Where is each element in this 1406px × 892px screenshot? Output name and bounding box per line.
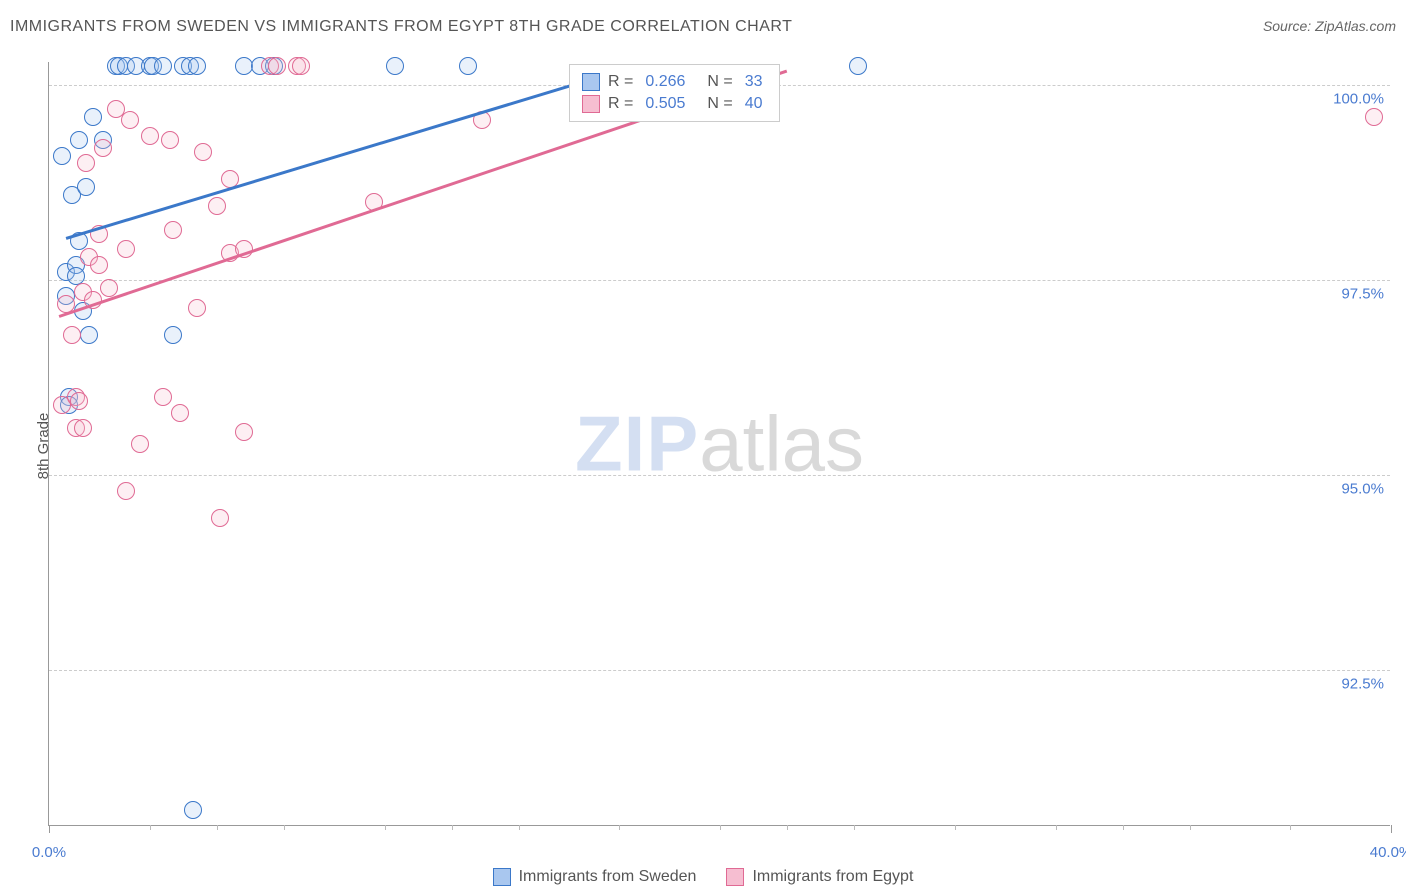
ytick-label: 92.5% <box>1341 676 1384 693</box>
data-point-sweden <box>154 57 172 75</box>
xtick-minor <box>217 825 218 830</box>
r-label: R = <box>608 73 633 91</box>
swatch-egypt <box>726 868 744 886</box>
watermark-atlas: atlas <box>699 399 864 487</box>
n-label: N = <box>707 73 732 91</box>
xtick-minor <box>1056 825 1057 830</box>
scatter-plot: ZIPatlas 92.5%95.0%97.5%100.0%0.0%40.0%R… <box>48 62 1390 826</box>
xtick-minor <box>1190 825 1191 830</box>
data-point-sweden <box>184 801 202 819</box>
r-value-egypt: 0.505 <box>641 95 689 113</box>
data-point-egypt <box>74 419 92 437</box>
data-point-egypt <box>117 240 135 258</box>
data-point-sweden <box>849 57 867 75</box>
source-attribution: Source: ZipAtlas.com <box>1263 18 1396 34</box>
data-point-egypt <box>235 423 253 441</box>
data-point-egypt <box>1365 108 1383 126</box>
xtick-minor <box>619 825 620 830</box>
data-point-sweden <box>459 57 477 75</box>
xtick-major <box>49 825 50 833</box>
xtick-minor <box>720 825 721 830</box>
n-value-sweden: 33 <box>741 73 767 91</box>
data-point-egypt <box>141 127 159 145</box>
data-point-egypt <box>161 131 179 149</box>
data-point-egypt <box>171 404 189 422</box>
data-point-egypt <box>117 482 135 500</box>
ytick-label: 95.0% <box>1341 481 1384 498</box>
gridline <box>49 670 1390 671</box>
xtick-minor <box>787 825 788 830</box>
data-point-sweden <box>84 108 102 126</box>
data-point-sweden <box>53 147 71 165</box>
xtick-label: 40.0% <box>1370 844 1406 861</box>
data-point-egypt <box>154 388 172 406</box>
data-point-egypt <box>131 435 149 453</box>
legend-item-egypt: Immigrants from Egypt <box>726 868 913 886</box>
xtick-minor <box>284 825 285 830</box>
swatch-egypt <box>582 95 600 113</box>
chart-title: IMMIGRANTS FROM SWEDEN VS IMMIGRANTS FRO… <box>10 18 792 36</box>
legend-label-egypt: Immigrants from Egypt <box>752 868 913 886</box>
xtick-minor <box>1123 825 1124 830</box>
xtick-minor <box>1290 825 1291 830</box>
stats-row-egypt: R = 0.505 N = 40 <box>582 93 767 115</box>
data-point-egypt <box>100 279 118 297</box>
legend-label-sweden: Immigrants from Sweden <box>519 868 697 886</box>
data-point-egypt <box>121 111 139 129</box>
data-point-egypt <box>94 139 112 157</box>
swatch-sweden <box>493 868 511 886</box>
swatch-sweden <box>582 73 600 91</box>
data-point-egypt <box>194 143 212 161</box>
xtick-minor <box>452 825 453 830</box>
gridline <box>49 475 1390 476</box>
data-point-egypt <box>292 57 310 75</box>
data-point-sweden <box>386 57 404 75</box>
xtick-minor <box>150 825 151 830</box>
data-point-egypt <box>268 57 286 75</box>
data-point-sweden <box>235 57 253 75</box>
title-bar: IMMIGRANTS FROM SWEDEN VS IMMIGRANTS FRO… <box>10 18 1396 36</box>
xtick-minor <box>955 825 956 830</box>
stats-legend: R = 0.266 N = 33 R = 0.505 N = 40 <box>569 64 780 122</box>
legend-item-sweden: Immigrants from Sweden <box>493 868 697 886</box>
n-label: N = <box>707 95 732 113</box>
xtick-minor <box>854 825 855 830</box>
data-point-egypt <box>90 256 108 274</box>
r-value-sweden: 0.266 <box>641 73 689 91</box>
xtick-label: 0.0% <box>32 844 66 861</box>
gridline <box>49 280 1390 281</box>
data-point-sweden <box>77 178 95 196</box>
data-point-egypt <box>70 392 88 410</box>
data-point-egypt <box>188 299 206 317</box>
xtick-major <box>1391 825 1392 833</box>
ytick-label: 100.0% <box>1333 91 1384 108</box>
r-label: R = <box>608 95 633 113</box>
xtick-minor <box>519 825 520 830</box>
data-point-egypt <box>77 154 95 172</box>
data-point-sweden <box>80 326 98 344</box>
stats-row-sweden: R = 0.266 N = 33 <box>582 71 767 93</box>
data-point-sweden <box>164 326 182 344</box>
xtick-minor <box>385 825 386 830</box>
ytick-label: 97.5% <box>1341 286 1384 303</box>
data-point-sweden <box>188 57 206 75</box>
watermark-zip: ZIP <box>575 399 699 487</box>
data-point-egypt <box>63 326 81 344</box>
bottom-legend: Immigrants from Sweden Immigrants from E… <box>0 868 1406 886</box>
data-point-egypt <box>164 221 182 239</box>
data-point-egypt <box>211 509 229 527</box>
data-point-sweden <box>70 131 88 149</box>
data-point-egypt <box>208 197 226 215</box>
n-value-egypt: 40 <box>741 95 767 113</box>
